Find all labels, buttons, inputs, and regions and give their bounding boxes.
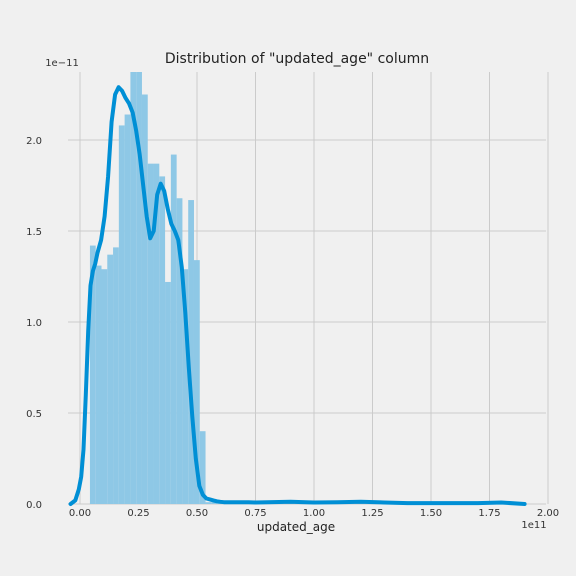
x-tick-label: 0.00 xyxy=(69,508,91,519)
histogram-bar xyxy=(153,163,160,504)
x-tick-label: 1.75 xyxy=(478,508,500,519)
histogram-bar xyxy=(89,245,96,504)
histogram-bar xyxy=(136,72,142,504)
histogram-bar xyxy=(95,265,102,504)
histogram-bar xyxy=(182,269,189,504)
x-tick-label: 1.25 xyxy=(361,508,383,519)
histogram-bar xyxy=(130,72,137,504)
histogram-bar xyxy=(124,114,131,505)
y-tick-label: 1.0 xyxy=(26,318,42,329)
x-tick-label: 1.00 xyxy=(303,508,325,519)
histogram-bar xyxy=(141,94,148,504)
x-axis-label: updated_age xyxy=(257,520,335,534)
histogram-bar xyxy=(107,254,114,504)
x-tick-labels: 0.00 0.25 0.50 0.75 1.00 1.25 1.50 1.75 2.00 xyxy=(69,508,559,519)
histogram-bar xyxy=(211,502,218,504)
x-scale-offset: 1e11 xyxy=(521,520,546,531)
x-tick-label: 0.50 xyxy=(186,508,208,519)
histogram-bar xyxy=(193,260,200,504)
histogram-bar xyxy=(205,502,212,504)
x-tick-label: 0.25 xyxy=(127,508,149,519)
histogram-bars xyxy=(89,72,229,505)
histogram-bar xyxy=(147,163,154,504)
kde-line xyxy=(68,85,527,506)
x-tick-label: 0.75 xyxy=(244,508,266,519)
histogram-bar xyxy=(165,281,171,504)
x-tick-label: 1.50 xyxy=(420,508,442,519)
y-tick-labels: 0.0 0.5 1.0 1.5 2.0 xyxy=(26,136,42,511)
histogram-bar xyxy=(176,198,183,505)
y-tick-label: 0.5 xyxy=(26,409,42,420)
histogram-bar xyxy=(199,431,206,504)
histogram-bar xyxy=(188,200,194,504)
y-scale-offset: 1e−11 xyxy=(45,58,79,69)
y-tick-label: 1.5 xyxy=(26,227,42,238)
histogram-bar xyxy=(101,269,108,504)
histogram-bar xyxy=(113,247,119,504)
x-tick-label: 2.00 xyxy=(537,508,559,519)
histogram-bar xyxy=(118,125,125,504)
y-tick-label: 2.0 xyxy=(26,136,42,147)
y-tick-label: 0.0 xyxy=(26,500,42,511)
chart-title: Distribution of "updated_age" column xyxy=(165,51,429,67)
histogram-bar xyxy=(159,176,166,504)
histogram-bar xyxy=(170,154,177,504)
